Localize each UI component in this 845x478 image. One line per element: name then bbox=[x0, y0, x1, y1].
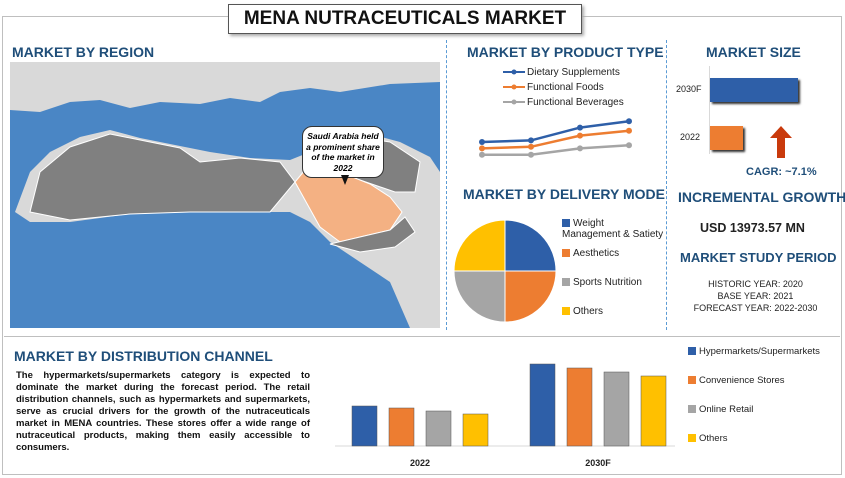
bar bbox=[603, 371, 630, 447]
size-axis bbox=[709, 66, 710, 154]
delivery-pie-chart bbox=[453, 219, 557, 323]
legend-item: Weight Management & Satiety bbox=[562, 218, 664, 240]
legend-item: Sports Nutrition bbox=[562, 277, 664, 288]
legend-label: Online Retail bbox=[699, 404, 754, 415]
legend-item: Hypermarkets/Supermarkets bbox=[688, 346, 820, 357]
legend-swatch bbox=[562, 219, 570, 228]
legend-label: Others bbox=[573, 306, 604, 317]
data-point bbox=[577, 132, 583, 139]
page-title: MENA NUTRACEUTICALS MARKET bbox=[228, 4, 582, 34]
legend-swatch bbox=[688, 434, 696, 443]
legend-label: Hypermarkets/Supermarkets bbox=[699, 346, 820, 357]
delivery-heading: MARKET BY DELIVERY MODE bbox=[463, 186, 665, 202]
product-heading: MARKET BY PRODUCT TYPE bbox=[467, 44, 664, 60]
legend-item: Online Retail bbox=[688, 404, 753, 415]
bar bbox=[462, 413, 489, 447]
x-tick-label: 2030F bbox=[585, 458, 611, 468]
pie-slice bbox=[453, 219, 506, 272]
size-heading: MARKET SIZE bbox=[706, 44, 801, 60]
data-point bbox=[479, 151, 485, 158]
north-africa-countries bbox=[29, 133, 296, 221]
legend-label: Convenience Stores bbox=[699, 375, 785, 386]
legend-label: Others bbox=[699, 433, 728, 444]
legend-line bbox=[503, 84, 525, 90]
divider bbox=[446, 40, 447, 330]
map-pin-icon bbox=[341, 175, 349, 185]
growth-value: USD 13973.57 MN bbox=[700, 221, 805, 235]
legend-line bbox=[503, 69, 525, 75]
up-arrow-icon bbox=[770, 126, 792, 158]
distribution-heading: MARKET BY DISTRIBUTION CHANNEL bbox=[14, 348, 273, 364]
cagr-value: CAGR: ~7.1% bbox=[746, 166, 817, 178]
bar-label: 2022 bbox=[680, 132, 701, 142]
data-point bbox=[626, 118, 632, 125]
distribution-description: The hypermarkets/supermarkets category i… bbox=[16, 370, 310, 453]
europe-land bbox=[10, 62, 440, 112]
bar bbox=[425, 410, 452, 447]
growth-heading: INCREMENTAL GROWTH bbox=[678, 189, 845, 205]
bar bbox=[388, 407, 415, 447]
divider bbox=[666, 40, 667, 330]
legend-item: Dietary Supplements bbox=[503, 67, 620, 78]
series-line bbox=[481, 129, 630, 150]
data-point bbox=[577, 124, 583, 131]
series-line bbox=[481, 119, 630, 144]
forecast-year: FORECAST YEAR: 2022-2030 bbox=[693, 303, 818, 313]
yemen-oman bbox=[329, 216, 416, 253]
data-point bbox=[528, 151, 534, 158]
distribution-bar-chart: 2022 2030F bbox=[335, 363, 675, 468]
legend-label: Aesthetics bbox=[573, 248, 620, 259]
bar-label: 2030F bbox=[676, 84, 702, 94]
legend-label: Sports Nutrition bbox=[573, 277, 642, 288]
data-point bbox=[479, 145, 485, 152]
legend-item: Others bbox=[562, 306, 664, 317]
historic-year: HISTORIC YEAR: 2020 bbox=[708, 279, 803, 289]
legend-item: Convenience Stores bbox=[688, 375, 785, 386]
region-map bbox=[10, 62, 440, 328]
region-heading: MARKET BY REGION bbox=[12, 44, 155, 60]
bar bbox=[640, 375, 667, 447]
bar bbox=[351, 405, 378, 447]
legend-item: Aesthetics bbox=[562, 248, 664, 259]
base-year: BASE YEAR: 2021 bbox=[717, 291, 794, 301]
market-size-bar bbox=[710, 78, 798, 102]
legend-swatch bbox=[688, 347, 696, 356]
data-point bbox=[528, 143, 534, 150]
legend-item: Functional Foods bbox=[503, 82, 604, 93]
data-point bbox=[626, 127, 632, 134]
bar bbox=[566, 367, 593, 447]
region-callout: Saudi Arabia held a prominent share of t… bbox=[302, 126, 384, 178]
legend-label: Dietary Supplements bbox=[527, 67, 620, 78]
data-point bbox=[626, 142, 632, 149]
legend-swatch bbox=[562, 307, 570, 316]
market-size-bar bbox=[710, 126, 743, 150]
study-heading: MARKET STUDY PERIOD bbox=[680, 250, 837, 265]
data-point bbox=[528, 137, 534, 144]
legend-swatch bbox=[688, 405, 696, 414]
legend-label: Functional Foods bbox=[527, 82, 604, 93]
x-tick-label: 2022 bbox=[410, 458, 430, 468]
legend-swatch bbox=[562, 278, 570, 287]
legend-label: Functional Beverages bbox=[527, 97, 624, 108]
legend-label: Weight Management & Satiety bbox=[562, 218, 664, 240]
pie-slice bbox=[504, 219, 557, 272]
legend-item: Functional Beverages bbox=[503, 97, 624, 108]
series-line bbox=[482, 143, 630, 157]
data-point bbox=[577, 145, 583, 152]
divider bbox=[4, 336, 840, 337]
bar bbox=[529, 363, 556, 447]
product-line-chart bbox=[479, 118, 632, 158]
data-point bbox=[479, 139, 485, 145]
legend-swatch bbox=[688, 376, 696, 385]
pie-slice bbox=[453, 270, 506, 323]
legend-swatch bbox=[562, 249, 570, 258]
pie-slice bbox=[504, 270, 557, 323]
legend-item: Others bbox=[688, 433, 728, 444]
legend-line bbox=[503, 99, 525, 105]
